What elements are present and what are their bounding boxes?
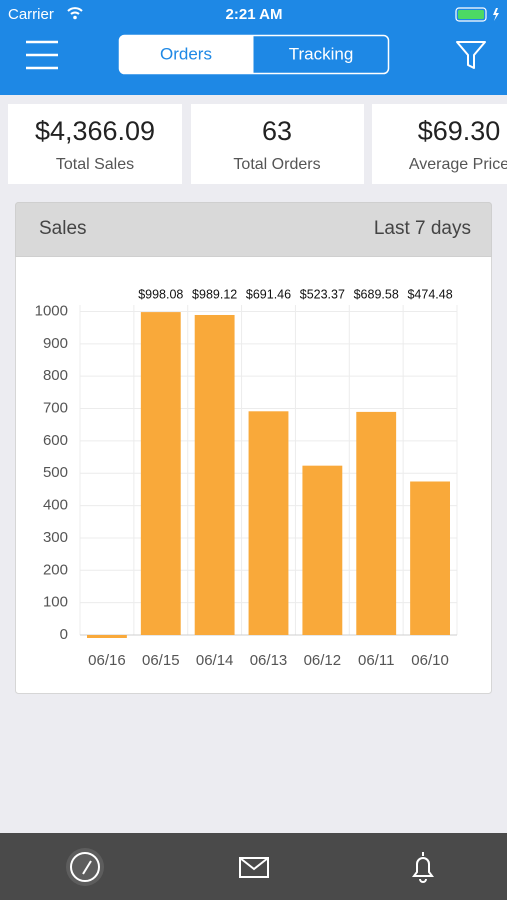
- x-tick-label: 06/15: [142, 652, 180, 669]
- bar: [248, 411, 289, 635]
- battery: [455, 7, 487, 22]
- y-tick-label: 1000: [35, 302, 68, 319]
- wifi-icon: [67, 7, 83, 15]
- value-label: $474.48: [407, 287, 452, 301]
- notifications-tab[interactable]: [412, 852, 434, 883]
- charging-icon: [493, 8, 499, 21]
- tab-tracking[interactable]: Tracking: [289, 44, 354, 63]
- value-label: $989.12: [192, 287, 237, 301]
- x-tick-label: 06/11: [358, 652, 394, 669]
- y-tick-label: 400: [43, 497, 68, 514]
- x-tick-label: 06/12: [304, 652, 342, 669]
- y-tick-label: 700: [43, 399, 68, 416]
- menu-button[interactable]: [26, 40, 58, 70]
- carrier: Carrier: [8, 6, 54, 23]
- stat-card: [8, 104, 182, 184]
- bar: [87, 635, 127, 638]
- value-label: $523.37: [300, 287, 345, 301]
- chart: 0 100 200 300 400 500 600 700 800 900 1000 06/16 06/…: [35, 287, 458, 669]
- wifi-dot: [73, 15, 77, 20]
- clock: 2:21 AM: [226, 6, 283, 23]
- stat-label: Average Price: [409, 156, 507, 173]
- battery-level: [458, 10, 484, 19]
- stat-value: $4,366.09: [35, 116, 155, 146]
- y-tick-label: 500: [43, 464, 68, 481]
- messages-tab[interactable]: [239, 857, 269, 878]
- filter-button[interactable]: [456, 41, 486, 69]
- bar: [194, 314, 235, 635]
- y-tick-label: 900: [43, 335, 68, 352]
- stat-value: 63: [262, 116, 292, 146]
- x-tick-label: 06/13: [250, 652, 288, 669]
- value-label: $691.46: [246, 287, 291, 301]
- x-tick-label: 06/16: [88, 652, 126, 669]
- panel-period: Last 7 days: [374, 218, 471, 239]
- stat-label: Total Orders: [233, 156, 320, 173]
- dashboard-tab[interactable]: [66, 848, 104, 886]
- y-tick-label: 100: [43, 594, 68, 611]
- x-tick-label: 06/14: [196, 652, 234, 669]
- bar: [140, 312, 181, 635]
- y-tick-label: 0: [60, 626, 68, 643]
- y-tick-label: 200: [43, 561, 68, 578]
- stat-card: [372, 104, 507, 184]
- tab-orders[interactable]: Orders: [160, 44, 212, 63]
- stat-value: $69.30: [418, 116, 501, 146]
- value-label: $689.58: [354, 287, 399, 301]
- tab-orders-bg[interactable]: [119, 35, 254, 74]
- bar: [410, 481, 450, 635]
- bar: [356, 411, 397, 635]
- y-tick-label: 600: [43, 432, 68, 449]
- value-label: $998.08: [138, 287, 183, 301]
- x-tick-label: 06/10: [411, 652, 449, 669]
- y-tick-label: 800: [43, 367, 68, 384]
- stat-card: [191, 104, 364, 184]
- panel-title: Sales: [39, 218, 87, 239]
- stat-label: Total Sales: [56, 156, 134, 173]
- y-tick-label: 300: [43, 529, 68, 546]
- panel-header: [15, 202, 492, 257]
- bar: [302, 465, 343, 635]
